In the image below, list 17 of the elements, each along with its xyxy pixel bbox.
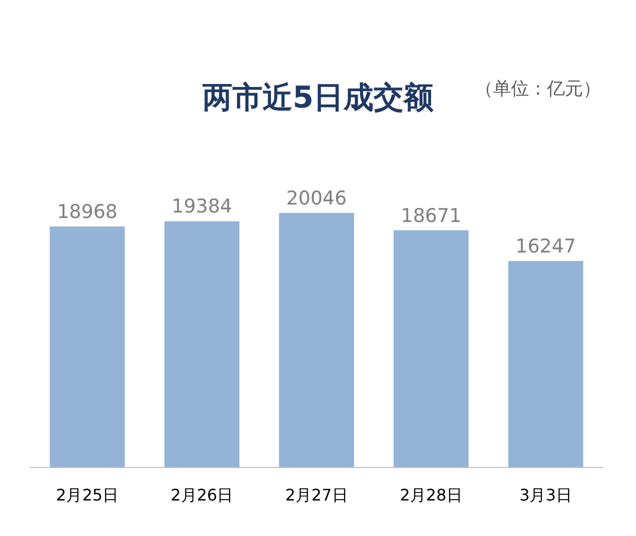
x-tick-label: 2月25日 xyxy=(56,486,119,504)
x-tick-label: 3月3日 xyxy=(520,486,572,504)
data-label: 19384 xyxy=(172,196,232,218)
bar xyxy=(279,212,354,467)
data-label: 20046 xyxy=(286,187,347,210)
bar xyxy=(508,260,584,467)
text: （单位：亿元） xyxy=(475,78,601,100)
x-tick-label: 2月28日 xyxy=(400,486,462,504)
bar xyxy=(164,221,240,467)
x-tick-label: 2月27日 xyxy=(285,486,348,504)
x-tick-label: 2月26日 xyxy=(170,486,234,504)
bar xyxy=(50,226,125,467)
chart-title: 两市近5日成交额 xyxy=(202,80,434,116)
data-label: 18968 xyxy=(57,200,118,223)
data-label: 16247 xyxy=(515,235,576,258)
data-label: 18671 xyxy=(400,204,462,227)
bar xyxy=(394,230,469,467)
